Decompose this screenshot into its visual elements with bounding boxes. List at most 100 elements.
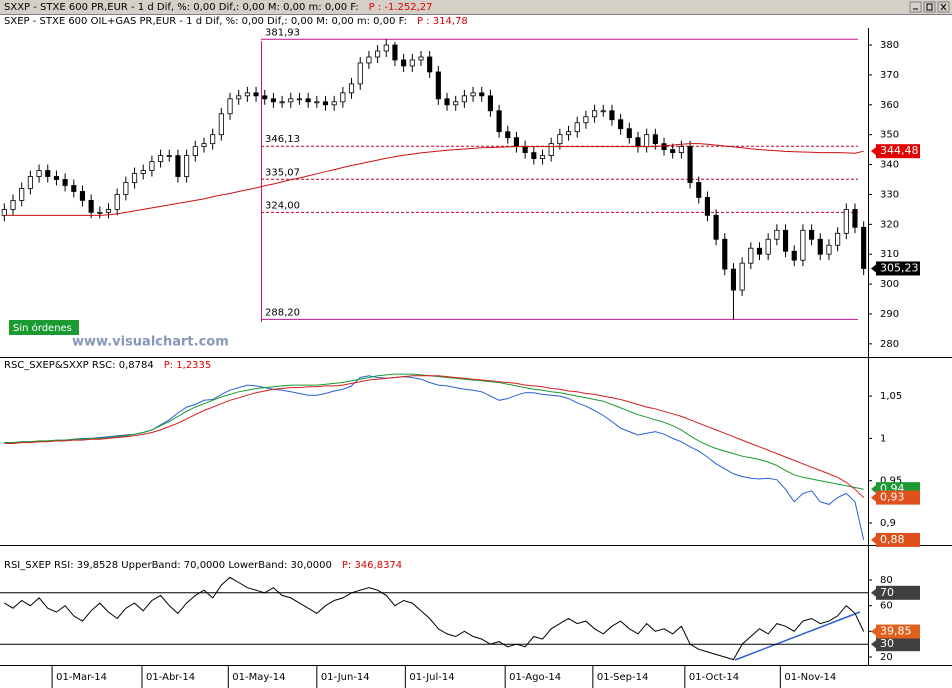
candle-body bbox=[105, 208, 112, 213]
candle-body bbox=[97, 211, 103, 214]
candle-body bbox=[409, 59, 415, 67]
marker-box bbox=[876, 532, 920, 547]
candle-body bbox=[270, 98, 276, 103]
candle-body bbox=[435, 71, 441, 100]
x-tick-label: 01-Mar-14 bbox=[56, 672, 107, 683]
candle-body bbox=[609, 110, 615, 121]
candle-body bbox=[687, 146, 693, 183]
candle-body bbox=[644, 134, 650, 148]
minimize-button[interactable] bbox=[909, 1, 922, 13]
candle-body bbox=[123, 182, 129, 195]
candle-body bbox=[79, 191, 86, 201]
candle-body bbox=[496, 110, 502, 133]
candle-body bbox=[505, 131, 511, 139]
plots bbox=[0, 38, 872, 688]
candle-body bbox=[861, 226, 867, 269]
marker-box bbox=[876, 144, 920, 159]
candle-body bbox=[140, 170, 146, 174]
candle-body bbox=[661, 143, 667, 151]
y-tick-label: 360 bbox=[880, 100, 899, 111]
orders-badge[interactable] bbox=[9, 320, 79, 335]
candle-body bbox=[62, 179, 68, 186]
candle-body bbox=[19, 188, 25, 201]
level-label: 381,93 bbox=[265, 27, 300, 38]
candle-body bbox=[418, 56, 424, 61]
header-price: P : -1.252,27 bbox=[369, 2, 433, 13]
candle-body bbox=[331, 101, 337, 106]
candle-body bbox=[340, 92, 346, 103]
candle-body bbox=[782, 229, 789, 252]
marker-pointer bbox=[871, 264, 876, 273]
candle-body bbox=[453, 101, 459, 106]
x-tick-label: 01-Jul-14 bbox=[409, 672, 454, 683]
candle-body bbox=[826, 244, 832, 255]
candle-body bbox=[670, 149, 676, 154]
window-buttons[interactable] bbox=[909, 1, 950, 13]
candle-body bbox=[626, 128, 632, 139]
candle-body bbox=[88, 200, 94, 213]
header-price: P: 1,2335 bbox=[164, 360, 212, 371]
header-text: RSI_SXEP RSI: 39,8528 UpperBand: 70,0000… bbox=[4, 560, 332, 571]
candle-body bbox=[296, 98, 303, 101]
marker-pointer bbox=[871, 627, 876, 636]
candle-body bbox=[713, 214, 719, 240]
candle-body bbox=[444, 98, 450, 106]
y-tick-label: 320 bbox=[880, 219, 899, 230]
candle-body bbox=[192, 146, 198, 156]
level-label: 288,20 bbox=[265, 307, 300, 318]
marker-box bbox=[876, 585, 920, 600]
level-label: 335,07 bbox=[265, 167, 300, 178]
candle-body bbox=[279, 101, 285, 104]
candle-body bbox=[366, 56, 372, 64]
y-tick-label: 20 bbox=[880, 652, 893, 663]
marker-label: 0,93 bbox=[880, 491, 905, 504]
candle-body bbox=[201, 143, 207, 148]
candle-body bbox=[765, 238, 771, 255]
marker-label: 39,85 bbox=[880, 625, 912, 638]
marker-pointer bbox=[871, 485, 876, 494]
marker-label: 344,48 bbox=[880, 144, 919, 157]
y-tick-label: 80 bbox=[880, 575, 893, 586]
candle-body bbox=[131, 173, 138, 183]
y-tick-label: 1 bbox=[880, 433, 886, 444]
candle-body bbox=[184, 155, 190, 177]
level-label: 324,00 bbox=[265, 200, 300, 211]
candle-body bbox=[696, 182, 702, 198]
y-tick-label: 0,9 bbox=[880, 518, 896, 529]
series-line bbox=[4, 375, 865, 498]
candle-body bbox=[557, 134, 563, 145]
candle-body bbox=[322, 101, 329, 106]
marker-box bbox=[876, 637, 920, 652]
series-line bbox=[4, 576, 865, 661]
candle-body bbox=[652, 134, 658, 145]
candle-body bbox=[27, 176, 33, 189]
x-tick-label: 01-Sep-14 bbox=[597, 672, 649, 683]
candle-body bbox=[175, 155, 181, 177]
candle-body bbox=[357, 62, 363, 85]
marker-pointer bbox=[871, 535, 876, 544]
y-tick-label: 0,95 bbox=[880, 476, 902, 487]
candle-body bbox=[392, 44, 398, 61]
candle-body bbox=[722, 238, 728, 270]
candle-body bbox=[756, 247, 763, 255]
candle-body bbox=[487, 95, 493, 112]
marker-label: 0,88 bbox=[880, 533, 905, 546]
marker-box bbox=[876, 624, 920, 639]
candle-body bbox=[314, 101, 320, 104]
candle-body bbox=[522, 146, 528, 154]
series-line bbox=[4, 143, 864, 216]
candle-body bbox=[791, 250, 797, 261]
marker-label: 70 bbox=[880, 586, 894, 599]
y-tick-label: 290 bbox=[880, 309, 899, 320]
candle-body bbox=[45, 170, 51, 177]
y-tick-label: 310 bbox=[880, 249, 899, 260]
maximize-button[interactable] bbox=[923, 1, 936, 13]
y-tick-label: 60 bbox=[880, 601, 893, 612]
candle-body bbox=[53, 176, 59, 180]
candle-body bbox=[548, 143, 554, 156]
candle-body bbox=[730, 268, 737, 291]
marker-box bbox=[876, 490, 920, 505]
watermark: www.visualchart.com bbox=[72, 335, 229, 350]
